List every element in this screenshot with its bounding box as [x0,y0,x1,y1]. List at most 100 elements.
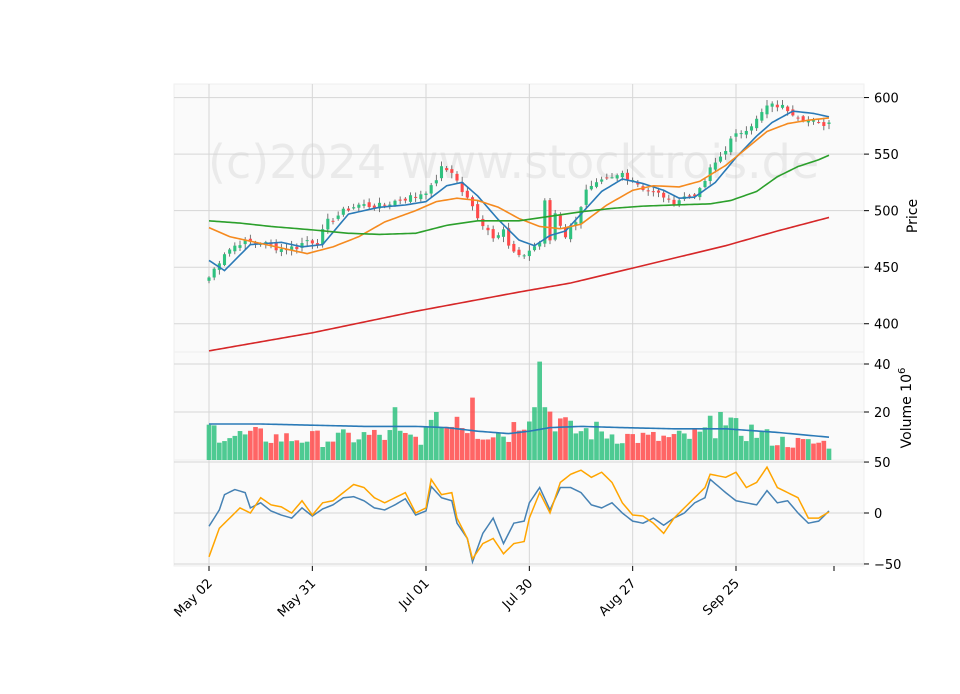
volume-bar [387,430,393,460]
candle-body [527,250,531,257]
volume-bar [485,439,491,460]
candle-body [548,200,552,241]
candle-body [336,215,340,219]
candle-body [522,255,526,257]
volume-bar [320,447,325,460]
volume-bar [594,421,599,460]
volume-bar [826,448,832,460]
candle-body [331,220,335,222]
volume-bar [413,436,418,460]
x-tick-label: May 02 [172,576,216,620]
candle-body [517,249,521,256]
volume-bar [671,434,677,460]
volume-bar [640,432,646,460]
volume-bar [263,441,269,460]
volume-bar [785,447,790,460]
candle-body [558,215,562,226]
volume-bar [542,407,548,460]
candle-body [434,180,438,184]
candle-body [646,190,650,192]
volume-bar [547,411,553,460]
candle-body [393,200,397,206]
candle-body [589,185,593,190]
volume-bar [723,425,728,460]
volume-bar [713,438,718,460]
volume-bar [439,427,444,460]
volume-bar [558,418,563,460]
price-ma_mid-line [208,117,830,255]
candle-body [563,228,568,238]
volume-bar [470,397,475,460]
volume-bar [511,422,517,460]
candle-body [703,180,707,188]
volume-bar [423,427,429,460]
volume-bar [501,436,506,460]
volume-bar [459,428,465,460]
candle-body [310,240,314,244]
volume-bar [733,418,739,460]
candle-body [408,195,413,202]
candle-body [827,122,831,124]
volume-bar [237,431,243,460]
oscillator-osc_b-line [208,465,830,561]
volume-bar [496,433,501,460]
candle-body [357,204,361,208]
volume-bar [289,441,294,460]
volume-bar [206,424,212,460]
volume-bar [403,432,408,460]
volume-bar [661,435,666,460]
volume-bar [232,435,238,460]
volume-bar [790,447,796,460]
candle-body [791,109,795,116]
candle-body [465,190,469,198]
candle-body [538,242,542,247]
volume-bar [676,430,682,460]
x-tick-label: Aug 27 [596,576,639,619]
volume-bar [527,421,532,460]
volume-bar [656,440,661,460]
volume-bar [635,442,641,460]
osc-y-tick-label: −50 [874,558,901,573]
candle-body [388,204,392,206]
price-ma_200-line [208,216,830,352]
candle-body [610,177,614,179]
volume-bar [609,434,615,460]
candle-body [295,246,299,250]
candle-body [662,192,666,198]
candle-body [765,105,769,115]
volume-bar [816,442,821,460]
volume-bar [397,430,403,460]
candle-body [470,197,475,207]
candle-body [207,277,211,281]
candle-body [481,218,485,227]
volume-bar [811,443,816,460]
candle-body [228,249,232,254]
volume-bar [253,427,258,460]
volume-bar [315,430,320,460]
volume-bar [217,442,222,460]
x-tick-label: May 31 [275,576,319,620]
volume-bar [294,440,300,460]
volume-bar [273,434,279,460]
price-axis-title: Price [905,199,921,233]
volume-bar [749,424,754,460]
volume-bar [516,430,522,460]
candle-body [501,229,506,237]
volume-bar [211,425,217,460]
price-y-tick-label: 500 [874,205,899,220]
volume-bar [573,433,579,460]
candle-body [321,229,325,245]
volume-bar [284,433,289,460]
candle-body [238,245,242,248]
candle-body [574,222,578,226]
volume-vol_ma-line [209,423,830,438]
volume-bar [769,445,775,460]
candle-body [362,204,366,206]
volume-bar [330,441,336,460]
volume-bar [299,442,305,460]
candle-body [760,112,764,121]
volume-y-tick-label: 20 [874,406,891,421]
volume-bar [222,441,227,460]
volume-bar [408,434,413,460]
